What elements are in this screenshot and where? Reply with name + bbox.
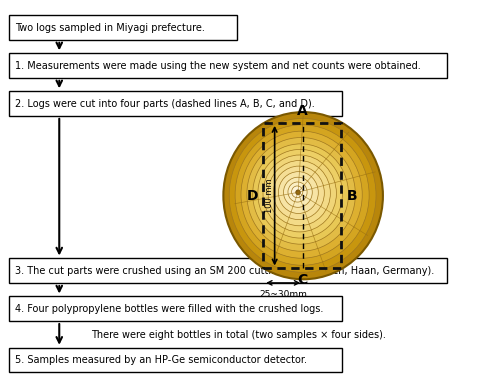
Text: 25~30mm: 25~30mm — [260, 290, 307, 299]
FancyBboxPatch shape — [9, 348, 342, 372]
Ellipse shape — [292, 186, 303, 198]
Text: 3. The cut parts were crushed using an SM 200 cutting mill (Retsch, Haan, German: 3. The cut parts were crushed using an S… — [14, 266, 434, 276]
Ellipse shape — [274, 166, 324, 220]
Text: 4. Four polypropylene bottles were filled with the crushed logs.: 4. Four polypropylene bottles were fille… — [14, 304, 323, 314]
Ellipse shape — [247, 138, 356, 251]
Ellipse shape — [224, 112, 383, 279]
Ellipse shape — [229, 119, 376, 272]
Ellipse shape — [241, 131, 362, 258]
Ellipse shape — [278, 172, 318, 214]
FancyBboxPatch shape — [9, 258, 446, 283]
Text: B: B — [347, 189, 358, 203]
Ellipse shape — [263, 155, 336, 232]
Ellipse shape — [258, 149, 342, 238]
FancyBboxPatch shape — [9, 15, 237, 40]
Text: There were eight bottles in total (two samples × four sides).: There were eight bottles in total (two s… — [91, 330, 386, 340]
Ellipse shape — [296, 190, 300, 195]
Ellipse shape — [252, 144, 348, 244]
Ellipse shape — [284, 177, 312, 207]
Text: 1. Measurements were made using the new system and net counts were obtained.: 1. Measurements were made using the new … — [14, 60, 420, 71]
Text: C: C — [297, 273, 308, 287]
Text: Two logs sampled in Miyagi prefecture.: Two logs sampled in Miyagi prefecture. — [14, 22, 204, 33]
Text: D: D — [246, 189, 258, 203]
FancyBboxPatch shape — [9, 296, 342, 321]
Ellipse shape — [288, 182, 307, 202]
Text: 100 mm: 100 mm — [264, 178, 274, 213]
FancyBboxPatch shape — [9, 53, 446, 78]
Text: 2. Logs were cut into four parts (dashed lines A, B, C, and D).: 2. Logs were cut into four parts (dashed… — [14, 98, 314, 109]
Ellipse shape — [235, 125, 369, 265]
Text: A: A — [297, 105, 308, 119]
Ellipse shape — [268, 160, 330, 226]
FancyBboxPatch shape — [9, 91, 342, 116]
Text: 5. Samples measured by an HP-Ge semiconductor detector.: 5. Samples measured by an HP-Ge semicond… — [14, 355, 306, 365]
